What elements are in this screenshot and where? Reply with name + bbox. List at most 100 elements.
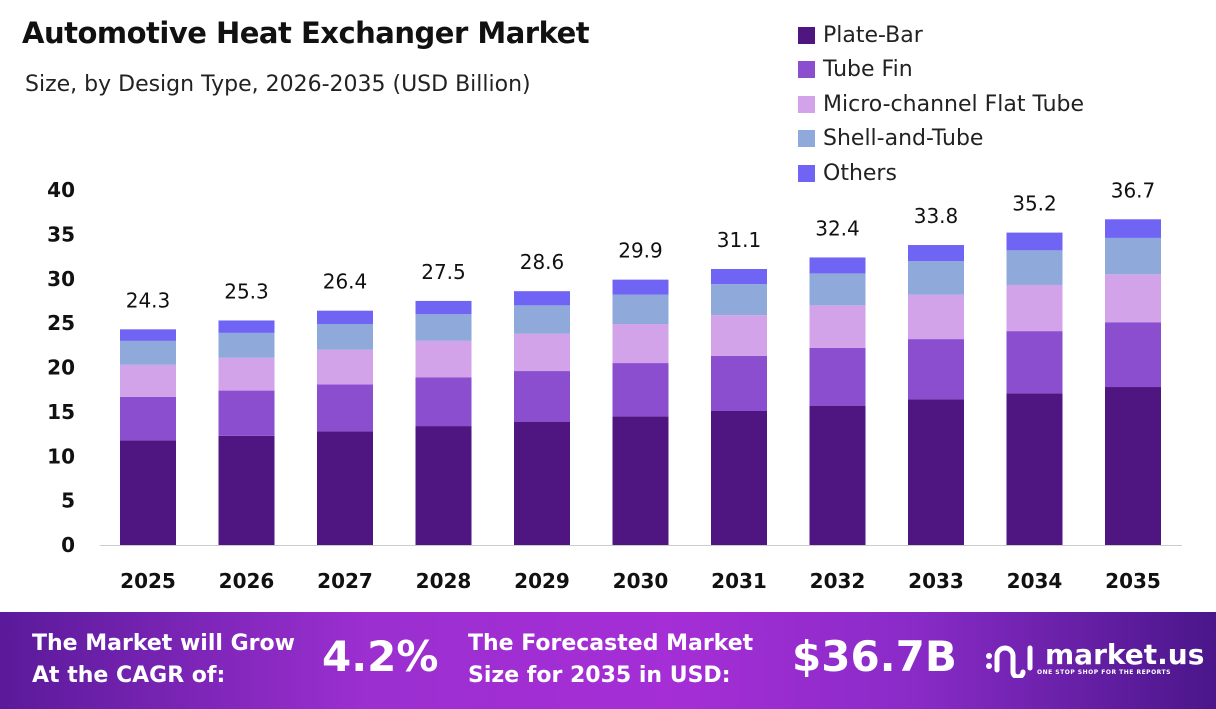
- bar-segment-others: [415, 300, 472, 315]
- y-tick-label: 15: [47, 400, 75, 424]
- bar-segment-others: [711, 268, 767, 285]
- x-tick-label: 2032: [810, 569, 866, 593]
- bar-segment-others: [1006, 232, 1063, 251]
- total-label: 27.5: [421, 260, 466, 284]
- bar-segment-plate-bar: [218, 435, 275, 545]
- bar-segment-plate-bar: [809, 405, 866, 545]
- total-label: 31.1: [717, 228, 762, 252]
- y-tick-label: 0: [61, 533, 75, 557]
- x-tick-label: 2033: [908, 569, 964, 593]
- forecast-value: $36.7B: [792, 632, 957, 681]
- legend-item: Tube Fin: [798, 53, 1084, 88]
- bar-segment-micro-channel-flat-tube: [908, 294, 964, 340]
- market-us-logo[interactable]: market.us ONE STOP SHOP FOR THE REPORTS: [985, 638, 1204, 678]
- total-label: 32.4: [815, 216, 860, 240]
- bar-segment-micro-channel-flat-tube: [1105, 274, 1161, 323]
- legend-item: Others: [798, 156, 1084, 191]
- bar-segment-shell-and-tube: [317, 324, 373, 350]
- bar-segment-plate-bar: [1105, 387, 1161, 545]
- legend-label: Others: [823, 160, 897, 186]
- forecast-label-line1: The Forecasted Market: [468, 631, 754, 656]
- bar-segment-micro-channel-flat-tube: [612, 324, 669, 364]
- bar-segment-others: [120, 329, 176, 341]
- footer-banner: The Market will Grow At the CAGR of: 4.2…: [0, 612, 1216, 709]
- x-tick-label: 2030: [613, 569, 669, 593]
- legend-item: Shell-and-Tube: [798, 122, 1084, 157]
- legend-swatch: [798, 164, 815, 182]
- bar-segment-micro-channel-flat-tube: [809, 305, 866, 348]
- bar-segment-shell-and-tube: [809, 273, 866, 306]
- y-tick-label: 30: [47, 267, 75, 291]
- cagr-label-line1: The Market will Grow: [32, 631, 295, 656]
- bar-segment-micro-channel-flat-tube: [1006, 284, 1063, 332]
- bar-segment-tube-fin: [120, 396, 176, 441]
- bar-segment-others: [514, 291, 570, 306]
- cagr-value: 4.2%: [322, 632, 439, 681]
- bar-segment-micro-channel-flat-tube: [218, 357, 275, 391]
- bar-segment-tube-fin: [1105, 322, 1161, 388]
- bar-segment-tube-fin: [711, 355, 767, 411]
- bar-segment-plate-bar: [317, 431, 373, 545]
- legend-swatch: [798, 61, 815, 79]
- bar-segment-plate-bar: [120, 440, 176, 545]
- bar-segment-shell-and-tube: [1105, 237, 1161, 275]
- total-label: 25.3: [224, 279, 269, 303]
- legend-item: Micro-channel Flat Tube: [798, 87, 1084, 122]
- total-label: 28.6: [520, 250, 565, 274]
- bar-segment-plate-bar: [1006, 393, 1063, 545]
- chart-title: Automotive Heat Exchanger Market: [22, 16, 590, 50]
- forecast-label: The Forecasted Market Size for 2035 in U…: [468, 628, 753, 692]
- bar-segment-tube-fin: [908, 339, 964, 400]
- bar-segment-shell-and-tube: [711, 284, 767, 316]
- logo-text: market.us: [1045, 637, 1205, 671]
- bar-segment-micro-channel-flat-tube: [514, 333, 570, 372]
- bar-segment-shell-and-tube: [415, 314, 472, 341]
- bar-segment-plate-bar: [612, 416, 669, 545]
- bar-segment-tube-fin: [809, 347, 866, 406]
- total-label: 36.7: [1111, 178, 1156, 202]
- x-tick-label: 2026: [219, 569, 275, 593]
- legend-label: Tube Fin: [823, 57, 913, 83]
- x-tick-label: 2028: [416, 569, 472, 593]
- legend-label: Plate-Bar: [823, 22, 923, 48]
- bar-segment-plate-bar: [908, 399, 964, 545]
- bar-segment-plate-bar: [514, 421, 570, 545]
- bar-segment-tube-fin: [514, 371, 570, 422]
- logo-tagline: ONE STOP SHOP FOR THE REPORTS: [1037, 668, 1171, 676]
- bar-segment-shell-and-tube: [218, 332, 275, 358]
- bar-segment-tube-fin: [317, 384, 373, 432]
- cagr-label: The Market will Grow At the CAGR of:: [32, 628, 295, 692]
- legend-label: Shell-and-Tube: [823, 126, 984, 152]
- bar-segment-others: [809, 257, 866, 274]
- legend-swatch: [798, 95, 815, 113]
- x-tick-label: 2029: [514, 569, 570, 593]
- total-label: 29.9: [618, 239, 663, 263]
- bar-segment-micro-channel-flat-tube: [711, 315, 767, 356]
- bar-segment-micro-channel-flat-tube: [415, 340, 472, 378]
- stacked-bar-chart: 051015202530354024.3202525.3202626.42027…: [47, 178, 1182, 593]
- y-tick-label: 20: [47, 356, 75, 380]
- x-tick-label: 2031: [711, 569, 767, 593]
- bar-segment-others: [908, 245, 964, 261]
- total-label: 24.3: [126, 288, 171, 312]
- y-tick-label: 35: [47, 222, 75, 246]
- legend: Plate-Bar Tube Fin Micro-channel Flat Tube…: [798, 18, 1084, 191]
- bar-segment-shell-and-tube: [120, 340, 176, 365]
- bar-segment-others: [612, 279, 669, 295]
- bar-segment-shell-and-tube: [612, 294, 669, 325]
- total-label: 35.2: [1012, 192, 1057, 216]
- bar-segment-others: [317, 310, 373, 325]
- bar-segment-micro-channel-flat-tube: [317, 349, 373, 385]
- total-label: 33.8: [914, 204, 959, 228]
- bar-segment-others: [218, 320, 275, 333]
- bar-segment-shell-and-tube: [908, 261, 964, 295]
- cagr-label-line2: At the CAGR of:: [32, 663, 226, 688]
- bar-segment-tube-fin: [612, 363, 669, 417]
- legend-item: Plate-Bar: [798, 18, 1084, 53]
- legend-swatch: [798, 130, 815, 148]
- bar-segment-plate-bar: [711, 410, 767, 545]
- bar-segment-micro-channel-flat-tube: [120, 364, 176, 397]
- total-label: 26.4: [323, 270, 368, 294]
- x-tick-label: 2035: [1105, 569, 1161, 593]
- bar-segment-others: [1105, 219, 1161, 238]
